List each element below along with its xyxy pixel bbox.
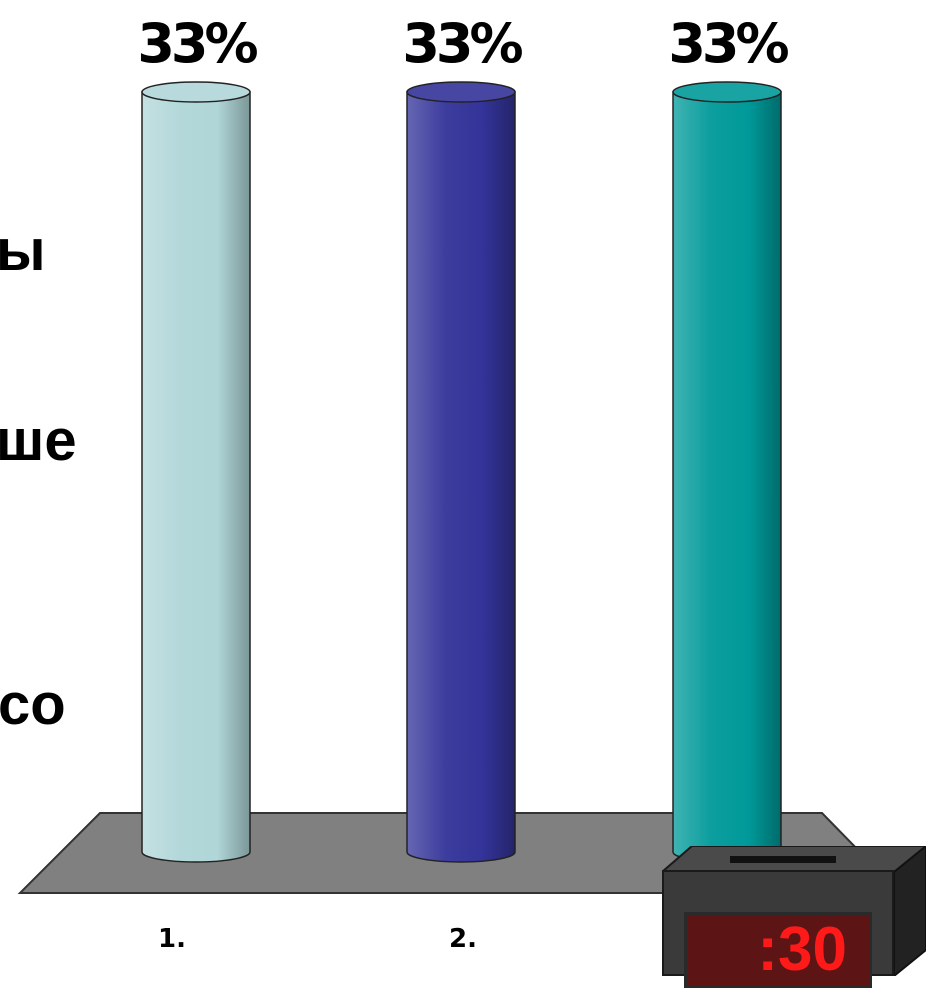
bar-1-top bbox=[141, 81, 251, 103]
chart-data-labels: 33% 33% 33% bbox=[137, 12, 792, 75]
timer-digits: :30 bbox=[757, 915, 847, 984]
chart-bars bbox=[141, 81, 782, 863]
side-text-line-3: со bbox=[0, 672, 66, 737]
side-text-line-2: ше bbox=[0, 408, 77, 473]
bar-2 bbox=[406, 91, 516, 863]
countdown-timer: :30 bbox=[662, 846, 926, 988]
timer-side-face bbox=[893, 846, 926, 976]
timer-display: :30 bbox=[684, 912, 872, 988]
category-label-1: 1. bbox=[158, 924, 186, 954]
timer-front-face: :30 bbox=[662, 870, 894, 988]
data-label-3: 33% bbox=[668, 12, 788, 75]
category-label-2: 2. bbox=[449, 924, 477, 954]
bar-2-top bbox=[406, 81, 516, 103]
side-text-line-1: ы bbox=[0, 218, 46, 283]
bar-3-top bbox=[672, 81, 782, 103]
bar-1 bbox=[141, 91, 251, 863]
timer-top-face bbox=[662, 846, 926, 872]
bar-3 bbox=[672, 91, 782, 863]
data-label-1: 33% bbox=[137, 12, 257, 75]
data-label-2: 33% bbox=[402, 12, 522, 75]
